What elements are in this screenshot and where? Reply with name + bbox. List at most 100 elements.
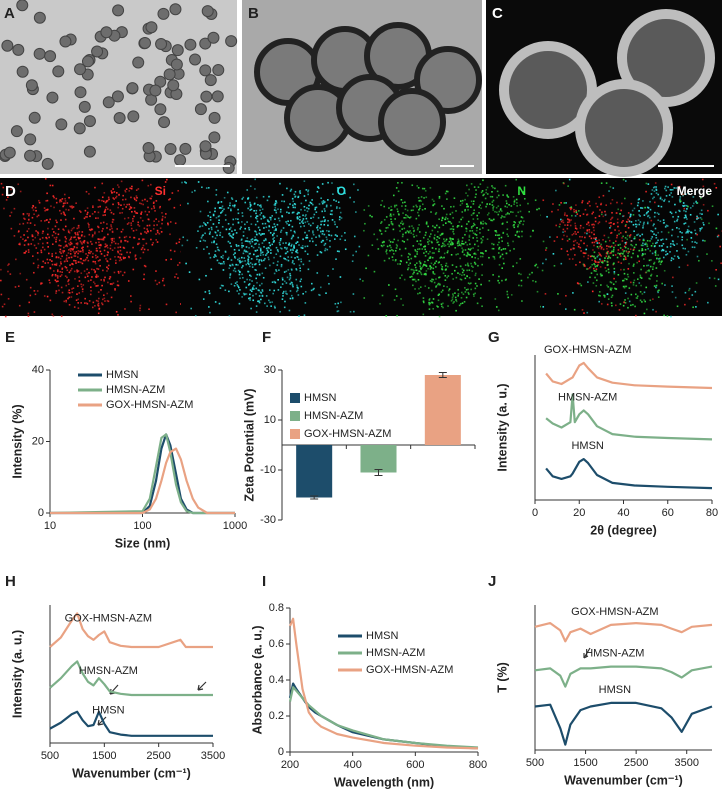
eds-dot xyxy=(220,211,223,213)
eds-dot xyxy=(64,236,67,238)
eds-dot xyxy=(696,217,699,219)
particle xyxy=(145,21,158,34)
eds-dot xyxy=(59,251,61,253)
eds-dot xyxy=(517,224,520,226)
eds-dot xyxy=(479,204,481,207)
y-tick-label: 0 xyxy=(278,746,284,758)
eds-dot xyxy=(502,257,505,260)
eds-dot xyxy=(485,205,487,208)
eds-dot xyxy=(77,226,80,229)
eds-dot xyxy=(65,257,68,260)
eds-dot xyxy=(595,285,598,287)
eds-dot xyxy=(566,250,569,253)
eds-dot xyxy=(465,227,467,230)
eds-dot xyxy=(481,274,483,276)
eds-dot xyxy=(682,194,684,197)
eds-dot xyxy=(304,250,307,253)
eds-dot xyxy=(23,240,26,242)
eds-dot xyxy=(84,216,87,218)
eds-dot xyxy=(600,303,603,305)
eds-dot xyxy=(693,202,695,205)
eds-dot xyxy=(449,213,452,216)
eds-dot xyxy=(633,237,635,240)
eds-dot xyxy=(518,284,520,287)
eds-dot xyxy=(227,222,230,225)
eds-dot xyxy=(275,202,278,204)
eds-dot xyxy=(513,248,515,250)
eds-dot xyxy=(616,218,619,221)
eds-dot xyxy=(286,187,288,190)
eds-dot xyxy=(678,227,680,230)
eds-dot xyxy=(431,198,434,201)
eds-dot xyxy=(280,247,283,250)
eds-dot xyxy=(136,212,139,214)
eds-dot xyxy=(661,198,664,201)
eds-dot xyxy=(460,200,462,202)
eds-dot xyxy=(271,301,273,303)
eds-dot xyxy=(97,260,100,262)
eds-dot xyxy=(438,218,440,221)
eds-dot xyxy=(94,211,96,213)
eds-dot xyxy=(666,246,669,248)
eds-dot xyxy=(606,251,608,254)
eds-dot xyxy=(510,205,513,207)
eds-dot xyxy=(94,262,97,265)
eds-dot xyxy=(252,294,254,297)
eds-dot xyxy=(470,206,472,208)
eds-dot xyxy=(275,253,278,256)
eds-dot xyxy=(691,240,694,243)
eds-dot xyxy=(321,239,324,242)
eds-dot xyxy=(642,253,644,256)
eds-dot xyxy=(323,220,326,223)
eds-dot xyxy=(711,260,713,262)
eds-dot xyxy=(609,281,612,283)
eds-dot xyxy=(53,236,56,239)
eds-dot xyxy=(308,260,311,262)
eds-dot xyxy=(315,236,317,239)
eds-dot xyxy=(311,237,313,240)
eds-dot xyxy=(76,227,79,230)
eds-dot xyxy=(484,222,487,224)
eds-dot xyxy=(685,210,687,213)
eds-dot xyxy=(53,206,55,209)
eds-dot xyxy=(383,241,385,243)
eds-dot xyxy=(437,306,439,308)
eds-dot xyxy=(95,247,98,250)
eds-dot xyxy=(656,290,659,292)
eds-dot xyxy=(117,206,119,209)
eds-dot xyxy=(640,207,642,209)
eds-dot xyxy=(481,241,483,243)
eds-dot xyxy=(664,185,667,188)
eds-dot xyxy=(103,297,106,300)
eds-dot xyxy=(303,180,306,182)
eds-dot xyxy=(161,212,163,214)
eds-dot xyxy=(73,217,75,220)
eds-dot xyxy=(306,220,309,223)
eds-dot xyxy=(534,280,537,283)
eds-dot xyxy=(69,243,72,246)
eds-dot xyxy=(224,289,227,291)
panel-label: A xyxy=(4,5,15,22)
eds-dot xyxy=(669,211,672,213)
eds-dot xyxy=(243,281,246,283)
eds-dot xyxy=(413,236,415,238)
eds-dot xyxy=(113,198,115,200)
eds-dot xyxy=(296,286,299,289)
eds-dot xyxy=(336,250,339,253)
eds-dot xyxy=(137,188,140,190)
eds-dot xyxy=(421,248,424,250)
eds-dot xyxy=(143,238,146,241)
eds-dot xyxy=(399,263,401,265)
eds-dot xyxy=(546,215,548,218)
eds-dot xyxy=(108,277,111,280)
eds-dot xyxy=(284,300,286,303)
eds-dot xyxy=(521,230,523,233)
eds-dot xyxy=(401,205,403,207)
eds-dot xyxy=(583,265,585,267)
eds-dot xyxy=(194,189,196,192)
eds-dot xyxy=(46,199,49,202)
eds-dot xyxy=(119,257,122,259)
eds-dot xyxy=(484,197,487,200)
eds-dot xyxy=(592,211,595,214)
eds-dot xyxy=(696,218,698,220)
